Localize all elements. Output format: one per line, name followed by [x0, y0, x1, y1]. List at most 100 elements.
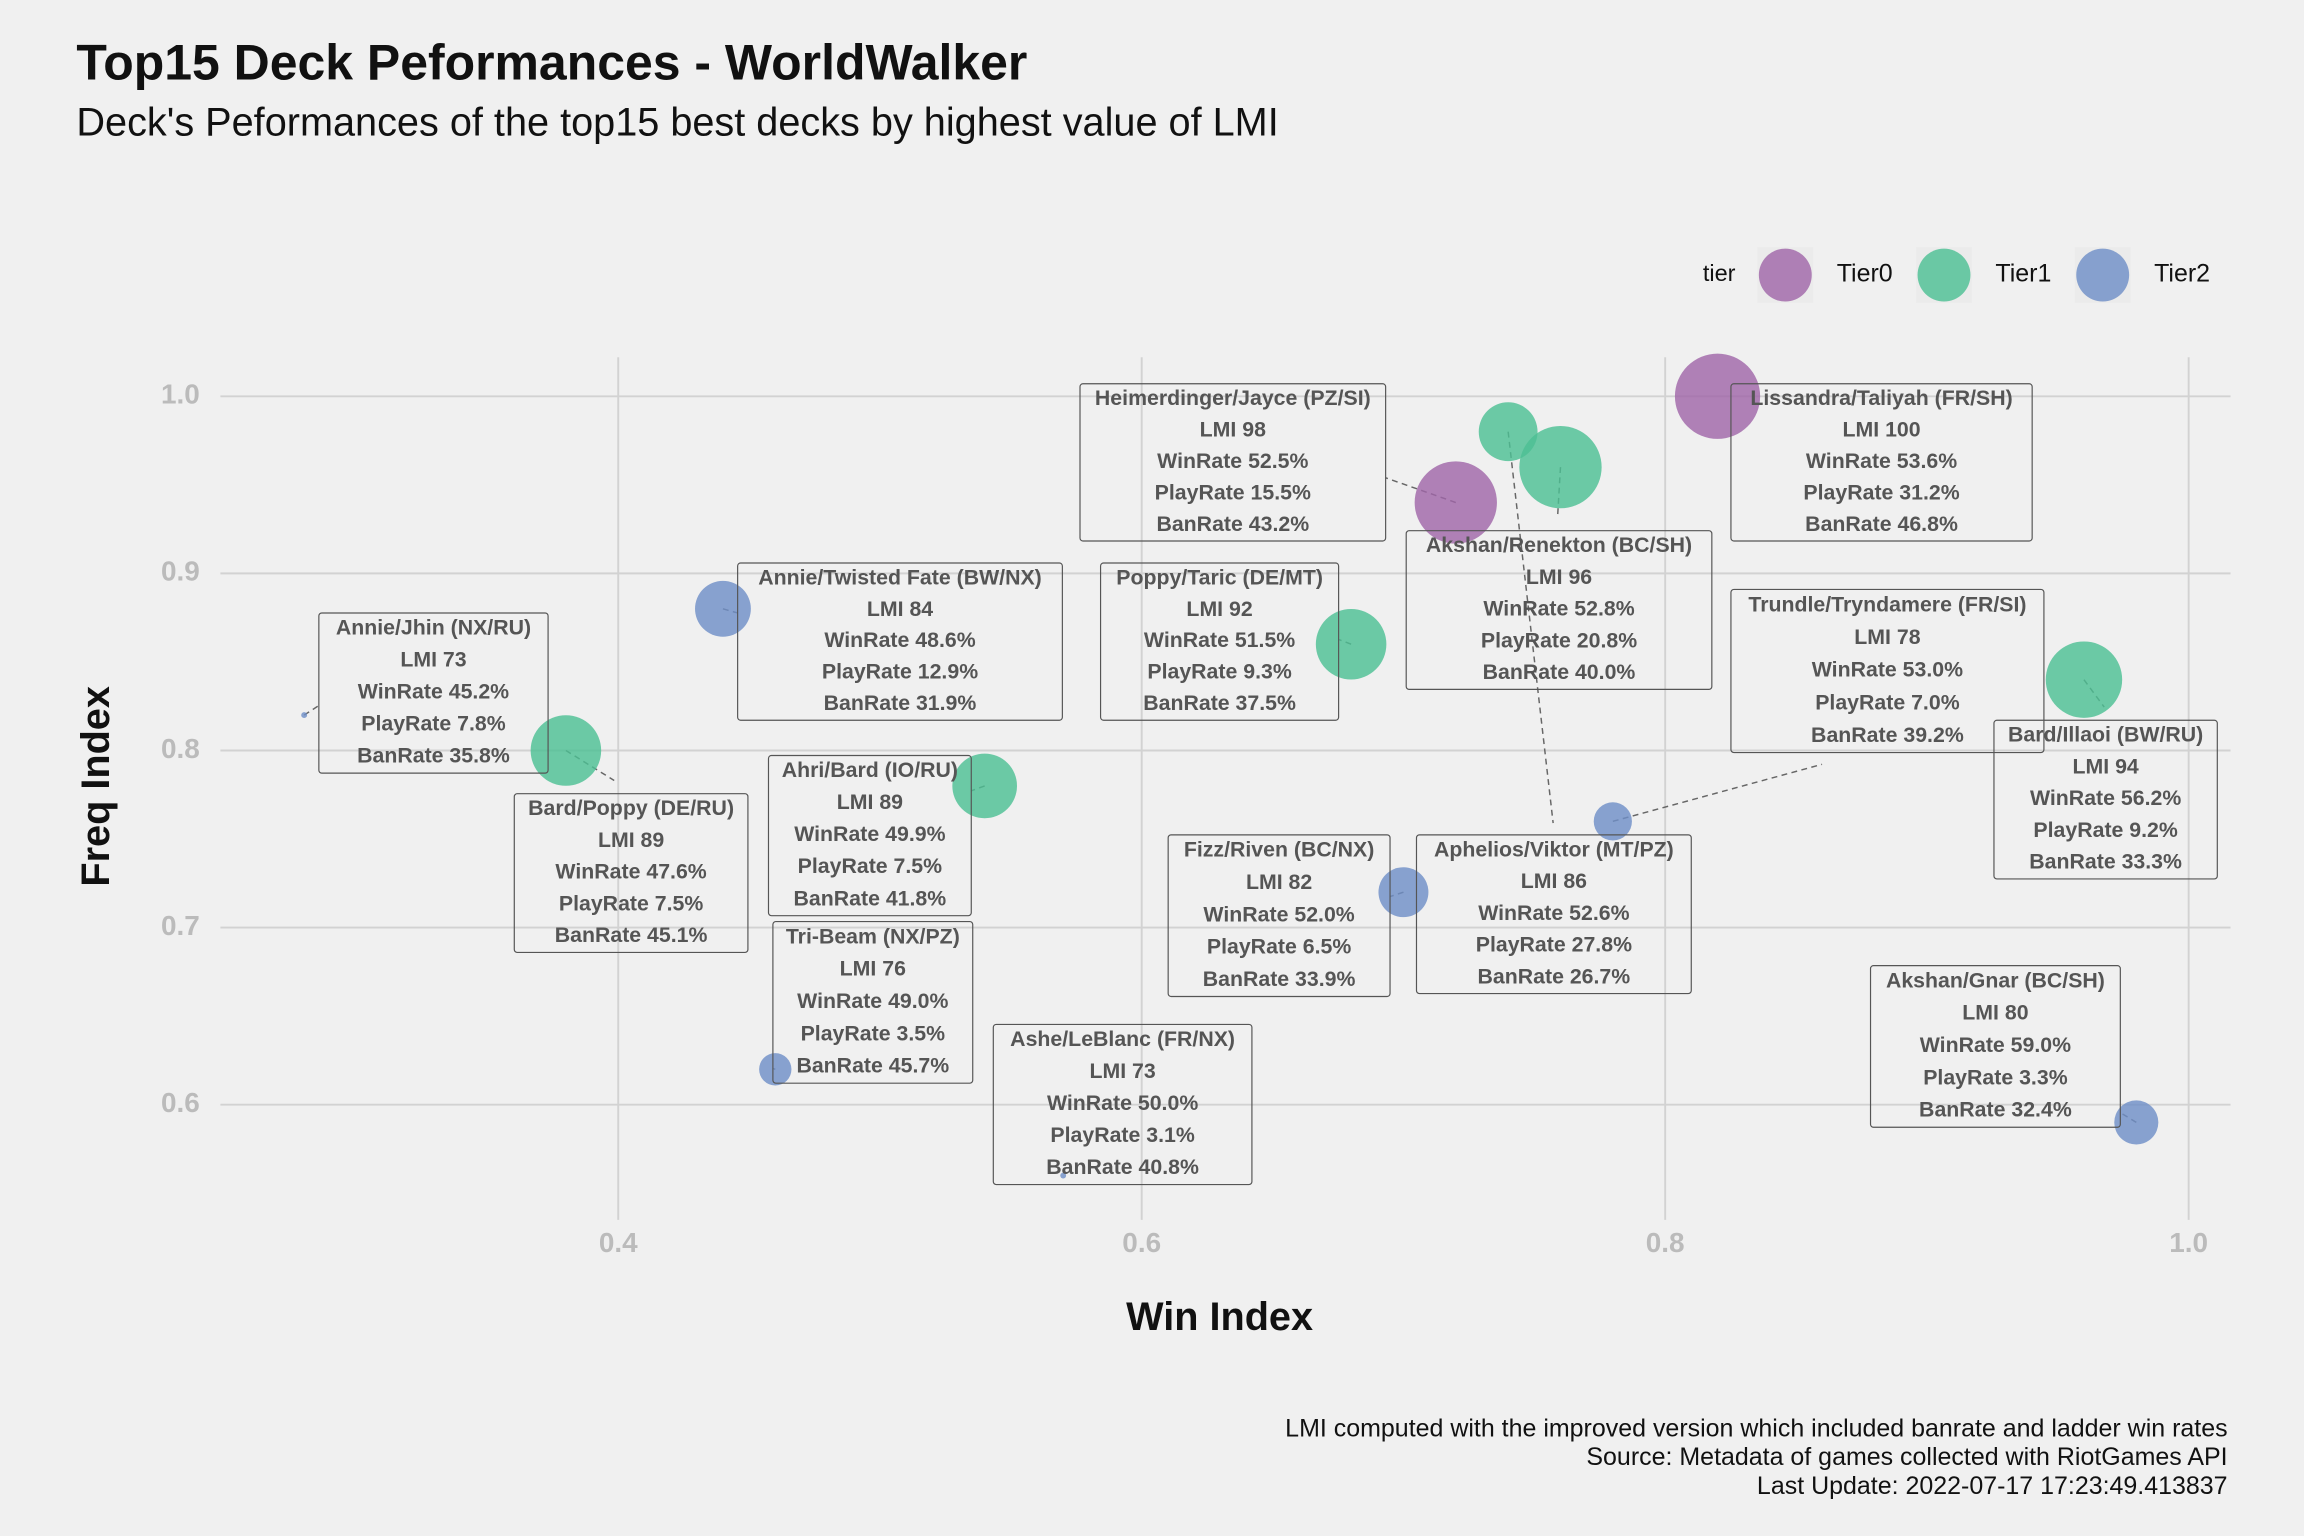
- bubble: [301, 712, 308, 719]
- label-text: WinRate 52.8%: [1483, 597, 1634, 621]
- chart-title: Top15 Deck Peformances - WorldWalker: [76, 35, 1027, 91]
- label-text: WinRate 49.0%: [797, 989, 948, 1013]
- label-text: WinRate 52.5%: [1157, 449, 1308, 473]
- legend-swatch: [1758, 248, 1812, 302]
- x-tick-label: 0.6: [1122, 1227, 1161, 1258]
- chart-subtitle: Deck's Peformances of the top15 best dec…: [76, 101, 1278, 145]
- label-text: Ahri/Bard (IO/RU): [782, 758, 958, 782]
- label-text: WinRate 48.6%: [824, 628, 975, 652]
- label-text: BanRate 43.2%: [1156, 512, 1309, 536]
- label-text: LMI 92: [1186, 597, 1252, 621]
- x-tick-label: 1.0: [2169, 1227, 2208, 1258]
- label-text: WinRate 49.9%: [794, 822, 945, 846]
- label-text: WinRate 45.2%: [358, 680, 509, 704]
- label-text: PlayRate 7.8%: [361, 712, 505, 736]
- bubble: [530, 715, 602, 786]
- label-text: LMI 73: [1089, 1059, 1155, 1083]
- label-box: [1730, 383, 2033, 542]
- label-box: [1405, 530, 1713, 690]
- label-text: Poppy/Taric (DE/MT): [1116, 565, 1323, 589]
- legend: tier Tier0 Tier1 Tier2: [1703, 247, 2210, 303]
- label-text: LMI 84: [867, 597, 933, 621]
- label-text: Lissandra/Taliyah (FR/SH): [1750, 386, 2012, 410]
- label-box: [1079, 383, 1387, 542]
- bubble: [952, 753, 1017, 819]
- label-box: [1869, 965, 2121, 1128]
- label-text: Heimerdinger/Jayce (PZ/SI): [1095, 386, 1371, 410]
- label-text: LMI 89: [598, 828, 664, 852]
- label-text: LMI 100: [1842, 418, 1920, 442]
- bubble: [2045, 641, 2123, 718]
- label-text: BanRate 39.2%: [1811, 723, 1964, 747]
- bubble: [2114, 1100, 2159, 1145]
- bubble: [1378, 867, 1429, 918]
- bubble: [1414, 461, 1497, 544]
- label-text: PlayRate 7.5%: [559, 891, 703, 915]
- label-text: LMI 82: [1246, 870, 1312, 894]
- label-text: LMI 73: [400, 648, 466, 672]
- bubble: [1060, 1172, 1067, 1179]
- label-text: WinRate 52.0%: [1203, 902, 1354, 926]
- legend-label: Tier0: [1837, 260, 1893, 288]
- label-text: BanRate 37.5%: [1143, 691, 1296, 715]
- leader-line: [1507, 431, 1554, 824]
- label-box: [737, 562, 1063, 721]
- label-text: BanRate 33.9%: [1203, 967, 1356, 991]
- label-text: BanRate 46.8%: [1805, 512, 1958, 536]
- leader-line: [1612, 763, 1823, 823]
- label-text: WinRate 50.0%: [1047, 1091, 1198, 1115]
- x-tick-label: 0.4: [599, 1227, 638, 1258]
- legend-swatch: [2076, 248, 2130, 302]
- legend-label: Tier2: [2154, 260, 2210, 288]
- legend-label: Tier1: [1995, 260, 2051, 288]
- y-tick-label: 0.9: [161, 556, 200, 587]
- label-box: [1415, 834, 1692, 995]
- label-box: [1099, 562, 1340, 721]
- y-tick-label: 1.0: [161, 379, 200, 410]
- label-text: LMI 96: [1526, 565, 1592, 589]
- label-box: [513, 793, 749, 953]
- label-text: BanRate 26.7%: [1478, 964, 1631, 988]
- y-tick-label: 0.8: [161, 733, 200, 764]
- caption-line: LMI computed with the improved version w…: [1285, 1415, 2227, 1443]
- label-text: Aphelios/Viktor (MT/PZ): [1434, 837, 1674, 861]
- label-text: LMI 78: [1854, 625, 1920, 649]
- label-box: [318, 612, 549, 774]
- label-text: PlayRate 3.5%: [801, 1021, 945, 1045]
- bubble: [695, 580, 751, 637]
- label-text: WinRate 51.5%: [1144, 628, 1295, 652]
- caption: LMI computed with the improved version w…: [1285, 1415, 2227, 1500]
- label-text: BanRate 41.8%: [794, 886, 947, 910]
- y-axis-title: Freq Index: [74, 686, 118, 887]
- point-labels: Lissandra/Taliyah (FR/SH) LMI 100 WinRate …: [318, 383, 2218, 1186]
- label-text: Fizz/Riven (BC/NX): [1184, 838, 1374, 862]
- bubble: [1315, 608, 1387, 680]
- caption-line: Source: Metadata of games collected with…: [1586, 1443, 2227, 1471]
- x-axis-title: Win Index: [1126, 1295, 1313, 1339]
- label-text: WinRate 53.6%: [1806, 449, 1957, 473]
- label-text: Bard/Illaoi (BW/RU): [2008, 723, 2203, 747]
- label-box: [772, 920, 974, 1084]
- label-text: PlayRate 31.2%: [1803, 480, 1959, 504]
- label-box: [1167, 834, 1391, 998]
- label-text: LMI 76: [840, 957, 906, 981]
- label-text: WinRate 59.0%: [1920, 1033, 2071, 1057]
- label-text: BanRate 31.9%: [824, 691, 977, 715]
- label-text: BanRate 40.8%: [1046, 1155, 1199, 1179]
- label-box: [1993, 719, 2218, 880]
- label-text: Annie/Twisted Fate (BW/NX): [758, 565, 1042, 589]
- label-text: LMI 94: [2072, 754, 2138, 778]
- y-tick-label: 0.7: [161, 910, 200, 941]
- label-text: Trundle/Tryndamere (FR/SI): [1748, 592, 2026, 616]
- label-text: LMI 98: [1200, 418, 1266, 442]
- label-text: Akshan/Gnar (BC/SH): [1886, 968, 2105, 992]
- label-text: WinRate 53.0%: [1812, 658, 1963, 682]
- caption-line: Last Update: 2022-07-17 17:23:49.413837: [1757, 1472, 2228, 1500]
- label-text: Ashe/LeBlanc (FR/NX): [1010, 1027, 1235, 1051]
- label-box: [767, 754, 972, 917]
- label-text: PlayRate 27.8%: [1476, 933, 1632, 957]
- label-text: LMI 86: [1521, 869, 1587, 893]
- bubble: [759, 1053, 792, 1086]
